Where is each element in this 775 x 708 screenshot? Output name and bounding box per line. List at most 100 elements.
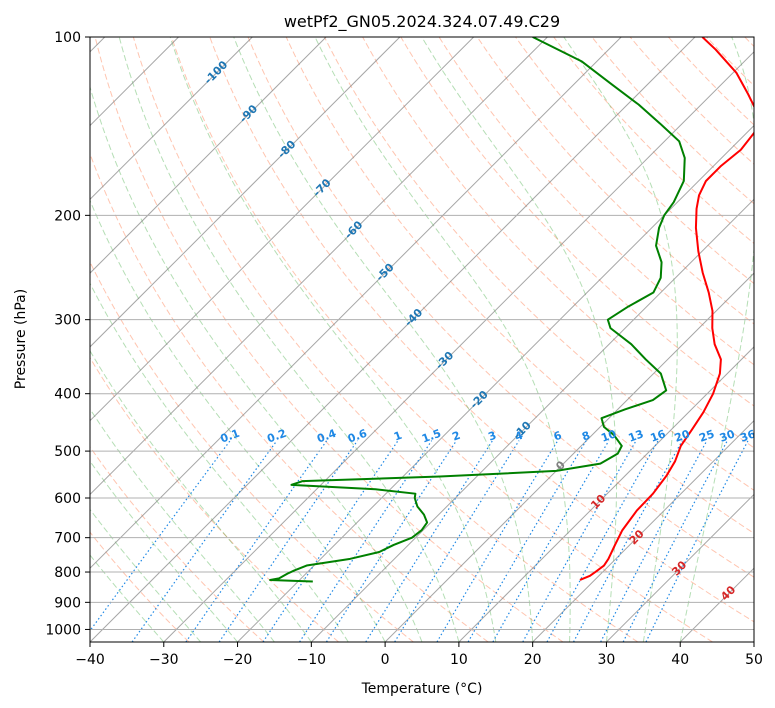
x-tick-label: 40 <box>671 652 689 668</box>
mixing-ratio-line <box>90 440 231 632</box>
mixing-ratio-label: 25 <box>697 427 716 444</box>
isotherm-line <box>458 346 754 642</box>
isotherm-line <box>90 37 253 201</box>
y-axis-ticks: 100 200 300 400 500 600 700 800 900 1000 <box>45 30 90 638</box>
y-tick-label: 700 <box>54 531 81 547</box>
y-tick-label: 400 <box>54 387 81 403</box>
mixing-ratio-label: 0.4 <box>315 427 338 446</box>
y-tick-label: 1000 <box>45 622 81 638</box>
dry-adiabat-line <box>132 37 639 642</box>
isotherm-line <box>90 37 327 274</box>
x-axis-label: Temperature (°C) <box>361 681 483 697</box>
mixing-ratio-label: 16 <box>649 427 668 445</box>
chart-title: wetPf2_GN05.2024.324.07.49.C29 <box>284 12 560 32</box>
mixing-ratio-line <box>218 440 359 642</box>
mixing-ratio-label: 8 <box>580 429 592 444</box>
x-tick-label: 0 <box>381 652 390 668</box>
dry-adiabat-line <box>438 37 754 366</box>
dewpoint-profile <box>269 37 686 583</box>
mixing-ratio-line <box>394 440 520 642</box>
x-tick-label: −10 <box>297 652 327 668</box>
moist-adiabat-line <box>314 37 571 642</box>
x-tick-label: 10 <box>450 652 468 668</box>
mixing-ratio-label: 6 <box>552 429 564 444</box>
isotherm-line <box>384 272 754 642</box>
x-tick-label: −30 <box>149 652 179 668</box>
y-tick-label: 600 <box>54 491 81 507</box>
dry-adiabat-line <box>247 37 754 578</box>
moist-adiabat-line <box>233 37 534 642</box>
y-tick-label: 500 <box>54 444 81 460</box>
x-tick-label: 20 <box>524 652 542 668</box>
dry-adiabat-line <box>90 356 339 642</box>
isotherm-line <box>90 37 696 642</box>
mixing-ratio-label: 0.2 <box>265 427 288 446</box>
mixing-ratio-line <box>325 440 457 642</box>
temperature-profile <box>579 37 754 581</box>
moist-adiabat-line <box>421 37 618 642</box>
moist-adiabat-line <box>90 199 386 642</box>
mixing-ratio-lines <box>90 440 749 642</box>
mixing-ratio-label: 10 <box>599 427 618 445</box>
mixing-ratio-label: 3 <box>487 429 499 444</box>
mixing-ratio-line <box>467 440 587 642</box>
x-tick-label: −40 <box>75 652 105 668</box>
y-tick-label: 200 <box>54 208 81 224</box>
isotherm-line <box>532 419 754 642</box>
y-tick-label: 800 <box>54 565 81 581</box>
dry-adiabat-line <box>94 37 564 642</box>
mixing-ratio-line <box>131 440 278 642</box>
mixing-ratio-line <box>573 440 683 642</box>
isotherm-line <box>90 37 548 496</box>
mixing-ratio-label: 20 <box>673 427 692 445</box>
moist-adiabat-line <box>90 282 349 642</box>
y-axis-label: Pressure (hPa) <box>13 289 29 389</box>
mixing-ratio-line <box>365 440 494 642</box>
dry-adiabat-line <box>285 37 754 534</box>
isotherm-line <box>90 37 401 348</box>
x-axis-ticks: −40 −30 −20 −10 0 10 20 30 40 50 <box>75 642 763 668</box>
mixing-ratio-label: 1 <box>392 429 404 444</box>
mixing-ratio-line <box>299 440 433 642</box>
moist-adiabat-line <box>118 37 460 642</box>
moist-adiabat-line <box>90 460 238 642</box>
dry-adiabat-line <box>323 37 754 491</box>
mixing-ratio-label: 36 <box>738 427 757 445</box>
mixing-ratio-line <box>185 440 328 642</box>
x-tick-label: −20 <box>223 652 253 668</box>
y-tick-label: 100 <box>54 30 81 46</box>
mixing-ratio-label: 2 <box>450 429 462 444</box>
mixing-ratio-label: 30 <box>718 427 737 445</box>
moist-adiabat-line <box>90 408 275 642</box>
moist-adiabat-line <box>90 349 312 642</box>
mixing-ratio-label: 0.1 <box>219 427 242 446</box>
moist-adiabat-line <box>563 37 678 642</box>
isotherms <box>90 37 754 642</box>
sounding-profiles <box>269 37 754 583</box>
x-tick-label: 50 <box>745 652 763 668</box>
dry-adiabat-line <box>171 37 713 642</box>
isotherm-line <box>606 493 754 642</box>
isotherm-line <box>237 124 754 642</box>
x-tick-label: 30 <box>598 652 616 668</box>
isotherm-line <box>90 37 475 422</box>
mixing-ratio-line <box>262 440 399 642</box>
mixing-ratio-line <box>546 440 659 642</box>
mixing-ratio-label: 13 <box>627 427 646 444</box>
dry-adiabat-line <box>90 531 190 642</box>
moist-adiabat-line <box>169 37 497 642</box>
mixing-ratio-label: 1.5 <box>420 427 443 446</box>
isotherm-line <box>310 198 754 642</box>
mixing-ratio-line <box>522 440 637 642</box>
mixing-ratio-label: 0.6 <box>346 427 369 446</box>
isotherm-line <box>163 51 754 642</box>
moist-adiabat-line <box>679 37 754 642</box>
plot-frame <box>89 36 755 643</box>
y-tick-label: 900 <box>54 595 81 611</box>
pressure-gridlines <box>90 37 754 630</box>
dry-adiabat-line <box>400 37 754 407</box>
mixing-ratio-line <box>645 440 749 642</box>
mixing-ratio-line <box>436 440 559 642</box>
